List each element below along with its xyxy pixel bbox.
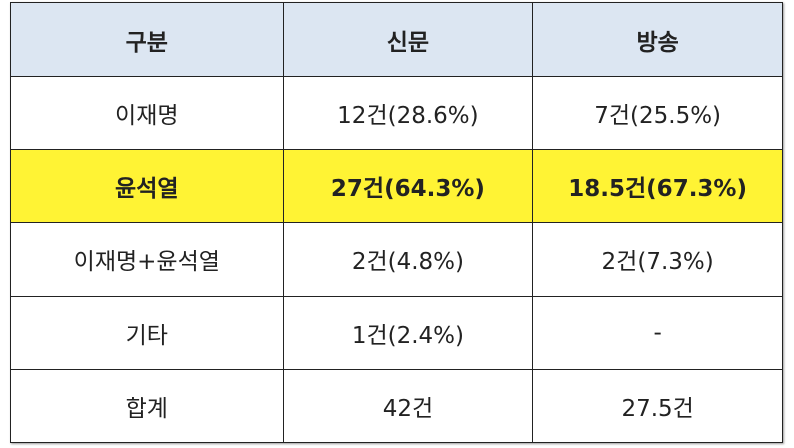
- row-label: 윤석열: [10, 149, 284, 224]
- table-cell: 27건(64.3%): [282, 149, 534, 224]
- row-label: 기타: [10, 295, 284, 370]
- header-cell: 신문: [282, 2, 534, 77]
- row-label: 합계: [10, 368, 284, 444]
- header-cell: 방송: [532, 2, 783, 77]
- table-cell: 7건(25.5%): [532, 75, 783, 151]
- table-cell: 12건(28.6%): [282, 75, 534, 151]
- table-cell: 2건(7.3%): [532, 222, 783, 297]
- table-row: 이재명+윤석열 2건(4.8%) 2건(7.3%): [10, 222, 783, 297]
- table-cell: 2건(4.8%): [282, 222, 534, 297]
- table-body: 이재명 12건(28.6%) 7건(25.5%) 윤석열 27건(64.3%) 18.5건…: [10, 75, 783, 444]
- header-cell: 구분: [10, 2, 284, 77]
- table-cell: 1건(2.4%): [282, 295, 534, 370]
- table-cell: 42건: [282, 368, 534, 444]
- table-row: 기타 1건(2.4%) -: [10, 295, 783, 370]
- row-label: 이재명+윤석열: [10, 222, 284, 297]
- summary-table: 구분 신문 방송 이재명 12건(28.6%) 7건(25.5%) 윤석열 27건(64.3…: [10, 2, 783, 444]
- table-cell: -: [532, 295, 783, 370]
- header-row: 구분 신문 방송: [10, 2, 783, 77]
- table-row: 이재명 12건(28.6%) 7건(25.5%): [10, 75, 783, 151]
- table-row: 윤석열 27건(64.3%) 18.5건(67.3%): [10, 149, 783, 224]
- table-cell: 18.5건(67.3%): [532, 149, 783, 224]
- row-label: 이재명: [10, 75, 284, 151]
- table-row: 합계 42건 27.5건: [10, 368, 783, 444]
- table-cell: 27.5건: [532, 368, 783, 444]
